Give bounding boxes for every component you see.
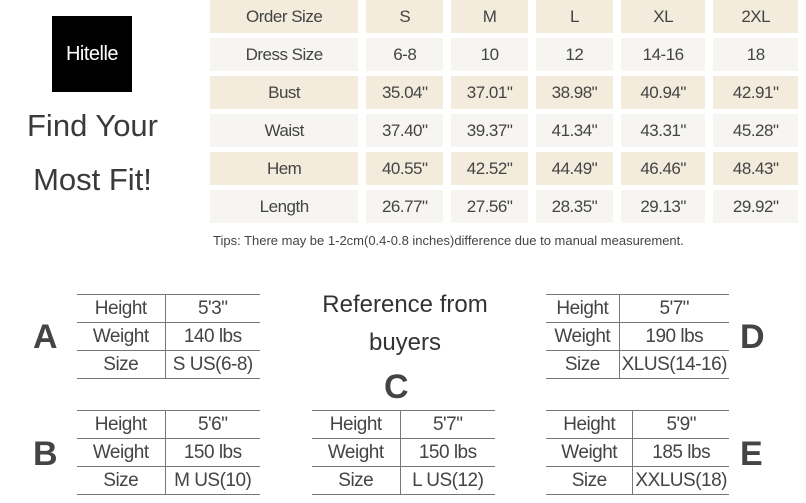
brand-logo: Hitelle [52,16,132,92]
size-cell: 46.46" [620,152,706,185]
buyer-label: Weight [546,438,634,467]
size-cell: S [366,0,444,33]
buyer-value: M US(10) [165,466,260,495]
buyer-label: Weight [312,438,401,467]
buyer-table-e: Height 5'9" Weight 185 lbs Size XXLUS(18) [546,410,729,495]
size-cell: 44.49" [536,152,613,185]
buyer-value: L US(12) [400,466,495,495]
buyer-value: 5'7" [619,294,729,323]
size-cell: L [536,0,613,33]
buyer-letter: B [33,435,58,473]
buyer-label: Size [546,350,620,379]
size-cell: 39.37" [451,114,529,147]
size-row-label: Bust [210,76,359,109]
size-cell: 43.31" [620,114,706,147]
size-row: Order Size S M L XL 2XL [210,0,798,33]
buyer-table-a: Height 5'3" Weight 140 lbs Size S US(6-8) [77,294,260,379]
buyer-label: Height [312,410,401,439]
buyer-label: Weight [77,322,166,351]
buyer-label: Height [77,410,166,439]
measurement-tips: Tips: There may be 1-2cm(0.4-0.8 inches)… [213,233,684,248]
buyer-table-c: Height 5'7" Weight 150 lbs Size L US(12) [312,410,495,495]
size-row-label: Waist [210,114,359,147]
size-row-label: Order Size [210,0,359,33]
buyer-value: 5'9" [632,410,729,439]
buyer-value: 190 lbs [619,322,729,351]
size-row: Length 26.77" 27.56" 28.35" 29.13" 29.92" [210,190,798,223]
buyer-value: S US(6-8) [165,350,260,379]
size-row: Bust 35.04" 37.01" 38.98" 40.94" 42.91" [210,76,798,109]
buyer-table-b: Height 5'6" Weight 150 lbs Size M US(10) [77,410,260,495]
buyer-label: Size [77,466,166,495]
size-cell: 29.13" [620,190,706,223]
buyer-value: 5'6" [165,410,260,439]
slogan-line-2: Most Fit! [33,162,152,197]
size-cell: 40.94" [620,76,706,109]
buyer-letter: E [740,435,763,473]
size-cell: 27.56" [451,190,529,223]
buyer-value: 150 lbs [400,438,495,467]
size-cell: 40.55" [366,152,444,185]
buyer-label: Height [546,410,634,439]
size-row-label: Dress Size [210,38,359,71]
buyer-letter: A [33,318,58,356]
buyer-value: 140 lbs [165,322,260,351]
buyer-label: Size [77,350,166,379]
buyer-value: 185 lbs [632,438,729,467]
size-row: Hem 40.55" 42.52" 44.49" 46.46" 48.43" [210,152,798,185]
size-cell: 41.34" [536,114,613,147]
size-cell: 42.52" [451,152,529,185]
buyer-label: Height [546,294,620,323]
slogan-line-1: Find Your [27,108,158,143]
buyer-value: XLUS(14-16) [619,350,729,379]
size-cell: 14-16 [620,38,706,71]
buyer-value: 150 lbs [165,438,260,467]
buyer-label: Size [546,466,634,495]
size-cell: 26.77" [366,190,444,223]
buyer-table-d: Height 5'7" Weight 190 lbs Size XLUS(14-16) [546,294,729,379]
buyer-label: Size [312,466,401,495]
size-cell: 38.98" [536,76,613,109]
buyer-value: 5'7" [400,410,495,439]
size-cell: 18 [713,38,798,71]
size-cell: 37.40" [366,114,444,147]
size-row: Dress Size 6-8 10 12 14-16 18 [210,38,798,71]
reference-title: Reference from buyers [322,291,488,356]
size-cell: 48.43" [713,152,798,185]
size-row-label: Hem [210,152,359,185]
buyer-letter: D [740,318,765,356]
size-cell: M [451,0,529,33]
buyer-value: 5'3" [165,294,260,323]
size-row: Waist 37.40" 39.37" 41.34" 43.31" 45.28" [210,114,798,147]
size-cell: 2XL [713,0,798,33]
buyer-label: Height [77,294,166,323]
buyer-value: XXLUS(18) [632,466,729,495]
size-cell: 45.28" [713,114,798,147]
buyer-label: Weight [546,322,620,351]
size-cell: 37.01" [451,76,529,109]
size-cell: 10 [451,38,529,71]
size-cell: 29.92" [713,190,798,223]
size-cell: 42.91" [713,76,798,109]
size-chart-table: Order Size S M L XL 2XL Dress Size 6-8 10 12 14-16… [202,0,806,228]
size-cell: XL [620,0,706,33]
size-cell: 28.35" [536,190,613,223]
size-cell: 6-8 [366,38,444,71]
size-row-label: Length [210,190,359,223]
size-cell: 12 [536,38,613,71]
size-cell: 35.04" [366,76,444,109]
buyer-letter: C [384,368,409,406]
buyer-label: Weight [77,438,166,467]
